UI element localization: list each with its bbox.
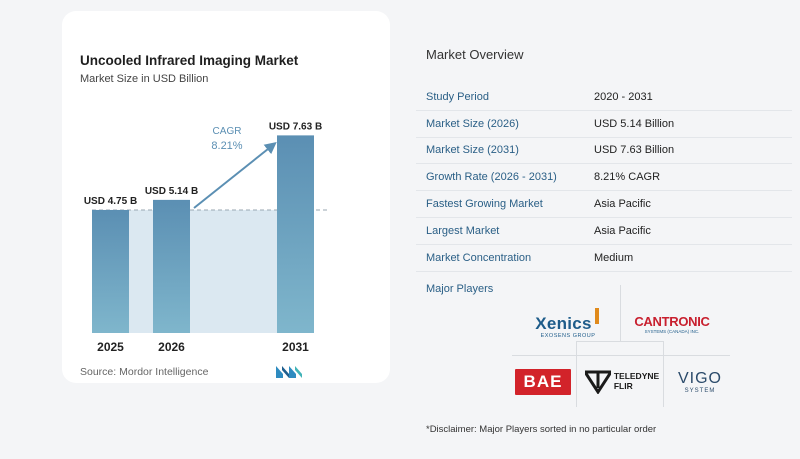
overview-label: Market Size (2026) [426,117,519,130]
xenics-tagline: EXOSENS GROUP [540,332,596,339]
xenics-wordmark: Xenics [535,313,592,333]
overview-value: Asia Pacific [594,198,651,211]
bar-2026 [153,199,190,333]
disclaimer: *Disclaimer: Major Players sorted in no … [426,424,657,435]
overview-value: Medium [594,251,634,264]
overview-label: Largest Market [426,224,500,237]
chart-title: Uncooled Infrared Imaging Market [80,53,299,68]
growth-band [190,209,277,333]
overview-value: 2020 - 2031 [594,90,653,103]
players-title: Major Players [426,283,494,295]
overview-title: Market Overview [426,47,524,62]
overview-row: Growth Rate (2026 - 2031) 8.21% CAGR [416,164,792,192]
value-label-2025: USD 4.75 B [84,196,137,207]
overview-value: Asia Pacific [594,224,651,237]
cagr-label: CAGR [213,126,242,137]
overview-row: Study Period 2020 - 2031 [416,84,792,111]
overview-label: Fastest Growing Market [426,198,543,211]
source-name: Mordor Intelligence [119,366,209,378]
xenics-mark-icon [594,307,599,324]
overview-table: Study Period 2020 - 2031 Market Size (20… [416,84,792,272]
overview-row: Market Size (2026) USD 5.14 Billion [416,111,792,138]
chart-source: Source: Mordor Intelligence [80,366,208,378]
vigo-wordmark: VIGO [677,370,722,387]
overview-value: USD 7.63 Billion [594,144,675,157]
chart-subtitle: Market Size in USD Billion [80,73,209,85]
bae-logo: BAE [515,369,571,395]
category-label-2026: 2026 [158,340,185,354]
overview-label: Growth Rate (2026 - 2031) [426,171,557,184]
category-label-2025: 2025 [97,340,124,354]
overview-value: 8.21% CAGR [594,171,661,184]
players-divider [663,341,664,407]
players-divider [576,341,664,342]
bar-2031 [277,135,314,333]
source-label: Source: [80,366,117,378]
cantronic-wordmark: CANTRONIC [634,314,710,329]
overview-row: Fastest Growing Market Asia Pacific [416,191,792,218]
flir-wordmark: FLIR [613,381,633,391]
vigo-tagline: SYSTEM [684,388,716,394]
players-divider [620,285,621,341]
value-label-2031: USD 7.63 B [269,121,322,132]
cantronic-tagline: SYSTEMS (CANADA) INC. [644,329,700,334]
players-divider [512,355,730,356]
overview-label: Market Size (2031) [426,144,519,157]
overview-row: Market Size (2031) USD 7.63 Billion [416,138,792,165]
overview-row: Market Concentration Medium [416,245,792,272]
overview-value: USD 5.14 Billion [594,117,675,130]
teledyne-flir-logo: TELEDYNE FLIR [582,364,662,398]
teledyne-wordmark: TELEDYNE [613,371,660,381]
cagr-arrow [193,142,277,209]
vigo-logo: VIGO SYSTEM [672,366,728,398]
teledyne-mark-icon [584,370,611,394]
growth-band [129,209,153,333]
mordor-logo-icon [276,366,302,378]
overview-label: Market Concentration [426,251,532,264]
value-label-2026: USD 5.14 B [145,186,198,197]
bar-chart: USD 4.75 B 2025 USD 5.14 B 2026 USD 7.63 B 20… [84,121,330,354]
cantronic-logo: CANTRONIC SYSTEMS (CANADA) INC. [626,310,718,338]
overview-row: Largest Market Asia Pacific [416,218,792,245]
bae-wordmark: BAE [523,372,563,391]
category-label-2031: 2031 [282,340,309,354]
bar-2025 [92,209,129,333]
xenics-logo: Xenics EXOSENS GROUP [522,307,614,339]
cagr-value: 8.21% [211,140,242,152]
chart-card: USD 4.75 B 2025 USD 5.14 B 2026 USD 7.63 B 20… [62,11,390,383]
overview-label: Study Period [426,90,489,103]
players-divider [576,341,577,407]
